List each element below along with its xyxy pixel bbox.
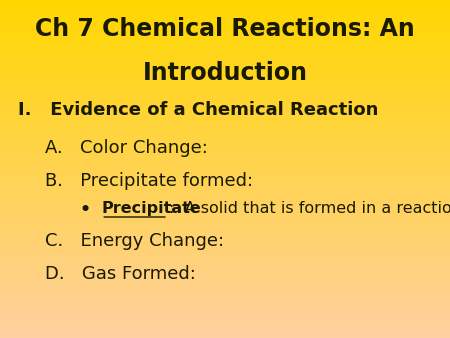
Text: I.   Evidence of a Chemical Reaction: I. Evidence of a Chemical Reaction bbox=[18, 101, 378, 119]
Text: Ch 7 Chemical Reactions: An: Ch 7 Chemical Reactions: An bbox=[35, 17, 415, 41]
Text: B.   Precipitate formed:: B. Precipitate formed: bbox=[45, 172, 253, 190]
Text: A.   Color Change:: A. Color Change: bbox=[45, 139, 208, 156]
Text: D.   Gas Formed:: D. Gas Formed: bbox=[45, 265, 196, 283]
Text: Precipitate: Precipitate bbox=[101, 201, 201, 216]
Text: Introduction: Introduction bbox=[143, 61, 307, 85]
Text: :  A solid that is formed in a reaction.: : A solid that is formed in a reaction. bbox=[169, 201, 450, 216]
Text: •: • bbox=[80, 201, 91, 219]
Text: C.   Energy Change:: C. Energy Change: bbox=[45, 232, 224, 249]
